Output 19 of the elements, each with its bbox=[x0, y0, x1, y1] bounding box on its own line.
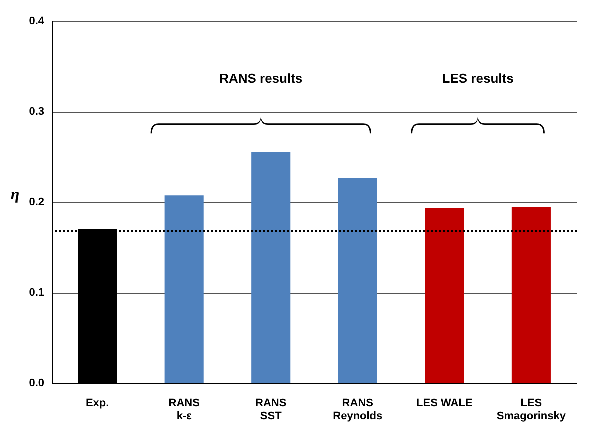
x-tick-label: RANS Reynolds bbox=[333, 398, 383, 422]
y-axis-title: η bbox=[10, 186, 20, 204]
bar bbox=[338, 178, 378, 383]
bar bbox=[425, 208, 464, 383]
x-tick-label: Exp. bbox=[86, 398, 110, 410]
y-tick-label: 0.0 bbox=[29, 378, 44, 390]
bar bbox=[512, 207, 551, 383]
y-tick-label: 0.3 bbox=[29, 106, 44, 118]
bar bbox=[252, 152, 291, 383]
bar bbox=[164, 196, 204, 383]
x-tick-label: RANS SST bbox=[256, 398, 287, 422]
y-tick-label: 0.4 bbox=[29, 16, 46, 28]
x-tick-label: LES Smagorinsky bbox=[496, 398, 567, 422]
y-tick-label: 0.1 bbox=[29, 287, 44, 299]
y-tick-label: 0.2 bbox=[29, 196, 44, 208]
x-tick-label: RANS k-ε bbox=[168, 398, 200, 422]
x-tick-label: LES WALE bbox=[416, 398, 473, 410]
annotation: RANS results bbox=[220, 70, 303, 86]
annotation: LES results bbox=[442, 70, 514, 86]
